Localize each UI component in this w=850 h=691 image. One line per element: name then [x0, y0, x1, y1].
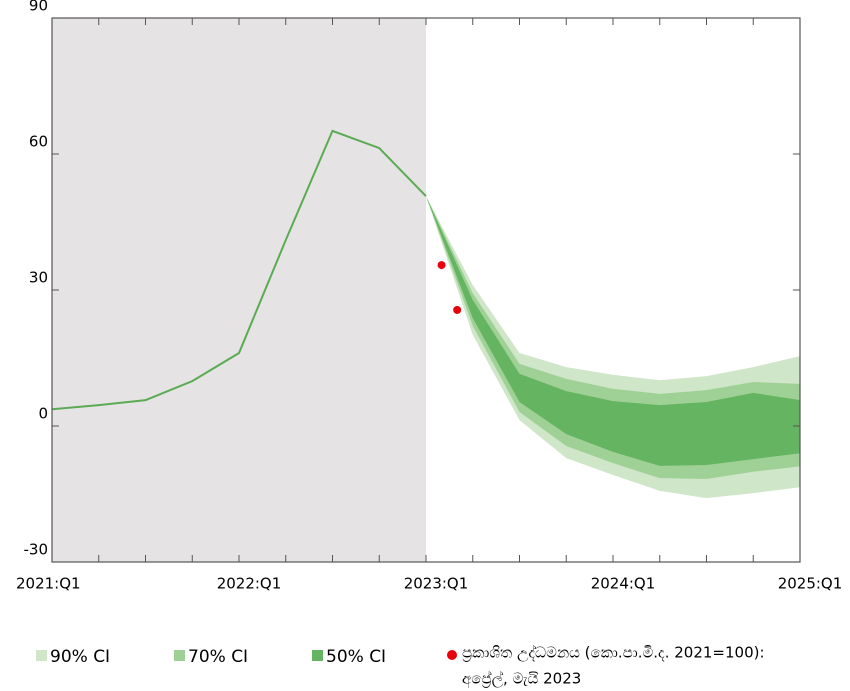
y-tick-label: 60 [29, 133, 48, 151]
point [453, 305, 462, 314]
legend-label: 90% CI [50, 647, 110, 667]
x-tick-label: 2022:Q1 [217, 575, 282, 593]
legend-swatch [174, 650, 185, 661]
legend-label: අප්‍රේල්, මැයි 2023 [462, 669, 581, 688]
line [51, 129, 427, 411]
fan-band [426, 196, 800, 466]
y-tick-label: 90 [29, 0, 48, 15]
x-tick-label: 2025:Q1 [778, 575, 843, 593]
y-tick-label: -30 [24, 541, 49, 559]
x-tick-label: 2023:Q1 [404, 575, 469, 593]
x-tick-label: 2021:Q1 [16, 575, 81, 593]
legend-label: ප්‍රකාශිත උද්ධමනය (කො.පා.මි.ද. 2021=100)… [462, 643, 765, 662]
x-tick-label: 2024:Q1 [591, 575, 656, 593]
y-tick-label: 30 [29, 269, 48, 287]
y-tick-label: 0 [38, 405, 48, 423]
history-shade [52, 18, 426, 562]
legend-swatch [36, 650, 47, 661]
legend: 90% CI 70% CI 50% CI ප්‍රකාශිත උද්ධමනය (කො.… [36, 643, 765, 689]
legend-label: 70% CI [188, 647, 248, 667]
legend-swatch [312, 650, 323, 661]
legend-point [447, 650, 457, 660]
point [437, 261, 446, 270]
legend-label: 50% CI [326, 647, 386, 667]
